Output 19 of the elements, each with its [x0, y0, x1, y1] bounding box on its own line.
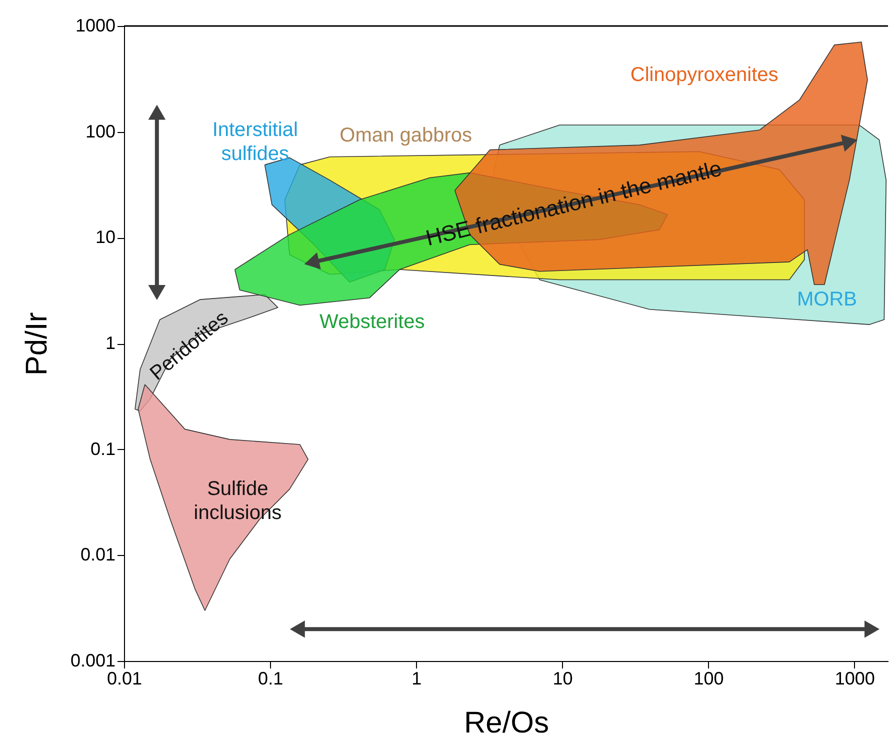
x-axis-title: Re/Os: [464, 706, 550, 740]
y-axis-title: Pd/Ir: [20, 312, 54, 376]
x-tick-label: 10: [552, 668, 573, 688]
y-tick-label: 100: [85, 121, 116, 142]
y-tick-label: 0.001: [70, 650, 116, 670]
series-label: Interstitial sulfides: [212, 119, 298, 166]
y-tick-label: 10: [95, 227, 116, 248]
x-tick-label: 1: [412, 668, 422, 688]
y-tick-label: 0.01: [80, 544, 116, 565]
x-tick-label: 1000: [834, 668, 875, 688]
series-label: Clinopyroxenites: [630, 64, 778, 86]
series-label: MORB: [797, 288, 858, 311]
x-tick-label: 100: [694, 668, 724, 688]
series-label: Websterites: [320, 310, 425, 333]
series-label: Oman gabbros: [340, 124, 472, 147]
y-tick-label: 1000: [75, 16, 116, 36]
y-tick-label: 1: [105, 333, 116, 353]
y-tick-label: 0.1: [90, 438, 116, 459]
x-tick-label: 0.1: [258, 668, 284, 688]
